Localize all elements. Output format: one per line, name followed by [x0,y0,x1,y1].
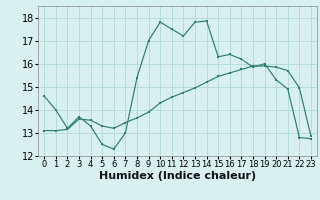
X-axis label: Humidex (Indice chaleur): Humidex (Indice chaleur) [99,171,256,181]
